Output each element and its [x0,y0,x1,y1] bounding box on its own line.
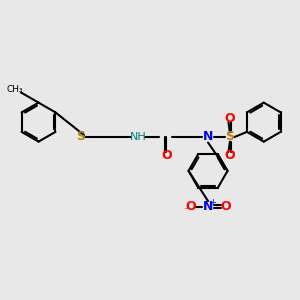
Text: CH₃: CH₃ [6,85,23,94]
Text: O: O [220,200,231,213]
Text: +: + [209,197,216,206]
Text: O: O [225,112,235,125]
Text: NH: NH [130,132,147,142]
Text: O: O [225,149,235,162]
Text: S: S [225,130,234,143]
Text: O: O [185,200,196,213]
Text: S: S [76,130,85,143]
Text: O: O [161,149,172,162]
Text: N: N [203,200,213,213]
Text: ⁻: ⁻ [183,206,188,216]
Text: N: N [203,130,213,143]
